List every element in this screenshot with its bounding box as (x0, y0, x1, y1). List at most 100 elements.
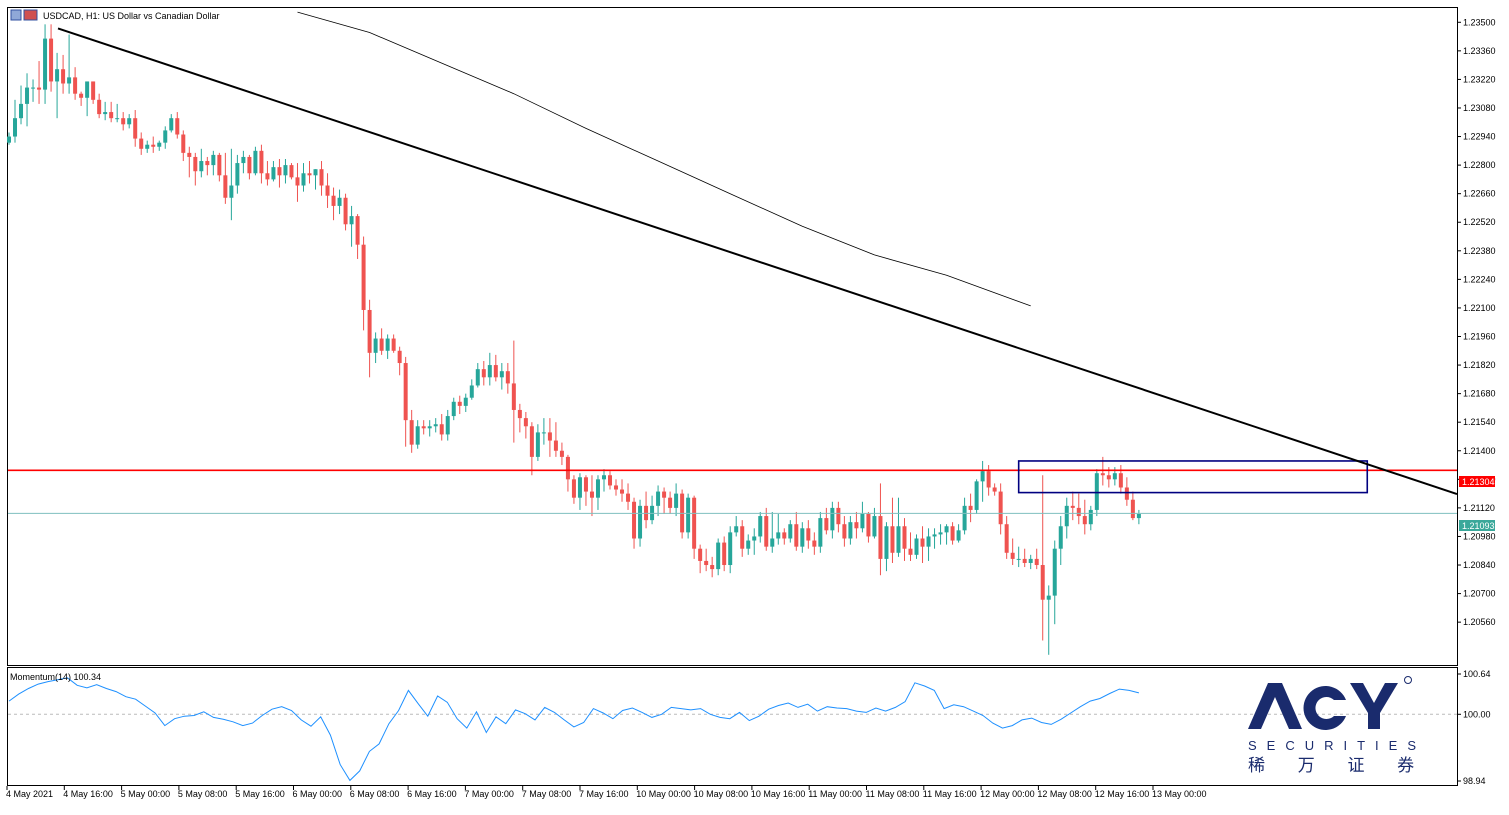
candle (229, 148, 234, 221)
candle (445, 409, 450, 441)
candle (854, 511, 859, 539)
candle-body (445, 416, 450, 435)
candle (842, 516, 847, 547)
candle-body (860, 514, 865, 529)
zone-rectangle[interactable] (1017, 460, 1369, 494)
candle-body (277, 167, 282, 176)
price-tick-label: 1.20560 (1463, 617, 1496, 627)
candle (1034, 548, 1039, 570)
candle-body (229, 185, 234, 198)
candle-body (1052, 548, 1057, 596)
candle (565, 454, 570, 492)
candle-body (181, 134, 186, 153)
candle (620, 479, 625, 502)
candle (944, 524, 949, 545)
candle-body (433, 424, 438, 427)
candle-body (800, 528, 805, 547)
candle (992, 483, 997, 496)
candle (836, 501, 841, 533)
candle-body (283, 165, 288, 176)
candle-body (541, 432, 546, 434)
candle (499, 363, 504, 390)
candle (163, 126, 168, 149)
candle-body (49, 38, 54, 82)
candle (914, 534, 919, 559)
price-tick-label: 1.20840 (1463, 560, 1496, 570)
candle-body (61, 69, 66, 84)
candle (433, 418, 438, 433)
indicator-pane (7, 667, 1458, 786)
candle-body (571, 479, 576, 498)
candle-body (109, 112, 114, 119)
candle (331, 187, 336, 221)
candle (511, 340, 516, 443)
candle-body (674, 493, 679, 508)
candle-body (1028, 558, 1033, 563)
time-tick-label: 6 May 00:00 (293, 789, 343, 799)
candle-body (1118, 473, 1123, 488)
candle (662, 487, 667, 515)
candle (830, 501, 835, 539)
candle-body (986, 471, 991, 488)
price-tick-label: 1.21820 (1463, 360, 1496, 370)
candle (848, 516, 853, 545)
candle-body (193, 156, 198, 172)
candle (211, 150, 216, 176)
candle-body (301, 173, 306, 186)
candle (788, 520, 793, 543)
candle (770, 511, 775, 553)
candle (193, 152, 198, 186)
symbol-title: USDCAD, H1: US Dollar vs Canadian Dollar (43, 11, 220, 21)
candle-body (902, 526, 907, 549)
candle-body (133, 118, 138, 139)
candle (704, 548, 709, 572)
resistance-price-label: 1.21304 (1462, 477, 1495, 487)
candle-body (355, 216, 360, 245)
candles-layer (7, 24, 1141, 655)
candle-body (157, 142, 162, 147)
time-tick-label: 6 May 08:00 (350, 789, 400, 799)
candle-body (349, 216, 354, 225)
price-tick-label: 1.22660 (1463, 189, 1496, 199)
candle (740, 520, 745, 557)
time-tick-label: 10 May 00:00 (636, 789, 691, 799)
candle-body (1076, 507, 1081, 517)
candle (794, 511, 799, 551)
candle-body (836, 507, 841, 525)
candle-body (626, 493, 631, 502)
price-axis: 1.23500 1.23360 1.23220 1.23080 1.22940 1.228… (1457, 17, 1496, 627)
price-tick-label: 1.22100 (1463, 303, 1496, 313)
candle (253, 146, 258, 176)
candle (680, 489, 685, 539)
candle-body (944, 526, 949, 533)
candle (199, 148, 204, 178)
candle-body (379, 338, 384, 351)
candle (758, 511, 763, 543)
candle (205, 156, 210, 176)
candle-body (1046, 595, 1051, 600)
candle (595, 475, 600, 510)
candle (223, 152, 228, 204)
candle-body (1064, 505, 1069, 527)
candle-body (307, 173, 312, 176)
candle (583, 475, 588, 506)
candle-body (547, 432, 552, 441)
candle-body (956, 530, 961, 541)
candle-body (1082, 516, 1087, 525)
candle-body (43, 38, 48, 90)
candle-body (115, 118, 120, 120)
candle (49, 24, 54, 92)
candle-body (493, 365, 498, 378)
candle (277, 158, 282, 188)
candle-body (163, 130, 168, 143)
candle-body (788, 524, 793, 539)
candle (674, 483, 679, 517)
time-tick-label: 4 May 16:00 (63, 789, 113, 799)
time-tick-label: 5 May 16:00 (235, 789, 285, 799)
candle-body (1094, 473, 1099, 510)
time-tick-label: 7 May 00:00 (464, 789, 514, 799)
candle (451, 397, 456, 421)
downtrend-line[interactable] (57, 27, 1458, 495)
candle-body (710, 565, 715, 570)
candle-body (722, 542, 727, 566)
